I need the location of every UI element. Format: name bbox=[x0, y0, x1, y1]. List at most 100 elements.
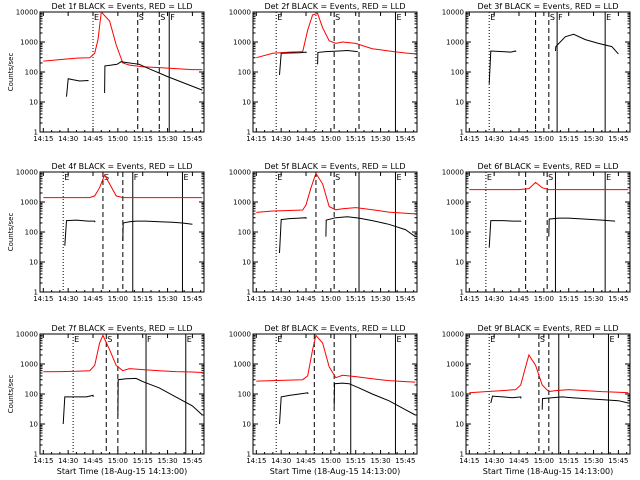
marker-label: F bbox=[170, 13, 175, 22]
marker-label: S bbox=[139, 13, 144, 22]
x-tick-label: 14:30 bbox=[484, 457, 504, 465]
series-events-2 bbox=[117, 377, 203, 416]
x-tick-label: 15:15 bbox=[133, 457, 153, 465]
series-events-2 bbox=[333, 382, 416, 416]
y-axis-label: Counts/sec bbox=[7, 213, 15, 252]
y-tick-label: 100 bbox=[25, 391, 38, 399]
marker-label: F bbox=[134, 173, 139, 182]
x-tick-label: 15:15 bbox=[346, 457, 366, 465]
x-tick-label: 15:00 bbox=[534, 457, 554, 465]
series-lld bbox=[256, 172, 416, 215]
x-tick-label: 15:00 bbox=[321, 295, 341, 303]
x-tick-label: 14:15 bbox=[33, 457, 53, 465]
x-tick-label: 15:30 bbox=[370, 295, 390, 303]
series-lld bbox=[469, 353, 629, 394]
y-tick-label: 10 bbox=[455, 259, 464, 267]
x-tick-label: 15:15 bbox=[559, 295, 579, 303]
marker-label: S bbox=[540, 335, 545, 344]
marker-label: E bbox=[487, 173, 492, 182]
y-tick-label: 10 bbox=[455, 99, 464, 107]
y-tick-label: 10 bbox=[29, 99, 38, 107]
marker-label: E bbox=[64, 173, 69, 182]
plot-frame bbox=[252, 11, 418, 133]
series-lld bbox=[43, 12, 203, 71]
x-tick-label: 14:15 bbox=[459, 135, 479, 143]
y-tick-label: 100 bbox=[451, 229, 464, 237]
x-tick-label: 14:15 bbox=[459, 295, 479, 303]
marker-label: E bbox=[396, 173, 401, 182]
panel-title: Det 9f BLACK = Events, RED = LLD bbox=[477, 324, 618, 333]
x-tick-label: 15:00 bbox=[321, 457, 341, 465]
x-tick-label: 15:30 bbox=[370, 135, 390, 143]
series-lld bbox=[469, 181, 629, 191]
y-tick-label: 100 bbox=[451, 69, 464, 77]
marker-label: E bbox=[277, 13, 282, 22]
y-tick-label: 10 bbox=[455, 421, 464, 429]
marker-label: E bbox=[277, 173, 282, 182]
y-tick-label: 1 bbox=[247, 129, 251, 137]
y-axis-label: Counts/sec bbox=[7, 53, 15, 92]
x-tick-label: 14:30 bbox=[271, 135, 291, 143]
y-tick-label: 10000 bbox=[229, 331, 251, 339]
y-axis-label: Counts/sec bbox=[7, 375, 15, 414]
panel-title: Det 1f BLACK = Events, RED = LLD bbox=[51, 2, 192, 11]
x-tick-label: 15:30 bbox=[157, 295, 177, 303]
x-tick-label: 15:15 bbox=[559, 135, 579, 143]
x-tick-label: 14:45 bbox=[509, 135, 529, 143]
x-tick-label: 14:15 bbox=[246, 295, 266, 303]
panel-title: Det 5f BLACK = Events, RED = LLD bbox=[264, 162, 405, 171]
series-events bbox=[488, 50, 517, 84]
y-tick-label: 1 bbox=[34, 289, 38, 297]
panel-5: Det 5f BLACK = Events, RED = LLD E S E 1 10 10… bbox=[229, 162, 418, 303]
y-tick-label: 1 bbox=[247, 289, 251, 297]
x-tick-label: 15:45 bbox=[182, 135, 202, 143]
x-tick-label: 14:45 bbox=[509, 295, 529, 303]
panel-2: Det 2f BLACK = Events, RED = LLD E S E 1 10 10… bbox=[229, 2, 418, 143]
y-tick-label: 100 bbox=[25, 229, 38, 237]
marker-label: E bbox=[94, 13, 99, 22]
x-tick-label: 14:30 bbox=[58, 457, 78, 465]
x-tick-label: 14:30 bbox=[484, 295, 504, 303]
series-events-2 bbox=[541, 396, 629, 410]
plot-frame bbox=[252, 171, 418, 293]
marker-label: E bbox=[187, 335, 192, 344]
y-tick-label: 1 bbox=[460, 129, 464, 137]
marker-label: S bbox=[335, 173, 340, 182]
y-tick-label: 10 bbox=[242, 99, 251, 107]
panel-7: Det 7f BLACK = Events, RED = LLD E S F E 1 10 1… bbox=[7, 324, 205, 476]
plot-frame bbox=[252, 333, 418, 455]
x-tick-label: 14:30 bbox=[484, 135, 504, 143]
series-lld bbox=[256, 12, 416, 59]
panel-title: Det 8f BLACK = Events, RED = LLD bbox=[264, 324, 405, 333]
x-tick-label: 14:45 bbox=[296, 135, 316, 143]
marker-label: S bbox=[335, 13, 340, 22]
x-tick-label: 15:45 bbox=[395, 135, 415, 143]
marker-label: E bbox=[490, 335, 495, 344]
series-events bbox=[66, 78, 89, 97]
y-tick-label: 1000 bbox=[446, 39, 464, 47]
x-tick-label: 14:30 bbox=[58, 295, 78, 303]
x-tick-label: 14:30 bbox=[271, 457, 291, 465]
x-axis-label: Start Time (18-Aug-15 14:13:00) bbox=[483, 467, 614, 476]
x-axis-label: Start Time (18-Aug-15 14:13:00) bbox=[57, 467, 188, 476]
plot-frame bbox=[39, 333, 205, 455]
x-tick-label: 15:30 bbox=[370, 457, 390, 465]
marker-label: E bbox=[606, 173, 611, 182]
y-tick-label: 100 bbox=[451, 391, 464, 399]
x-tick-label: 15:00 bbox=[534, 135, 554, 143]
x-tick-label: 15:15 bbox=[346, 135, 366, 143]
x-tick-label: 15:45 bbox=[395, 295, 415, 303]
series-events-2 bbox=[104, 61, 203, 94]
marker-label: E bbox=[396, 13, 401, 22]
x-tick-label: 15:15 bbox=[559, 457, 579, 465]
series-events-2 bbox=[122, 220, 193, 242]
x-tick-label: 15:45 bbox=[182, 457, 202, 465]
y-tick-label: 10000 bbox=[16, 9, 38, 17]
